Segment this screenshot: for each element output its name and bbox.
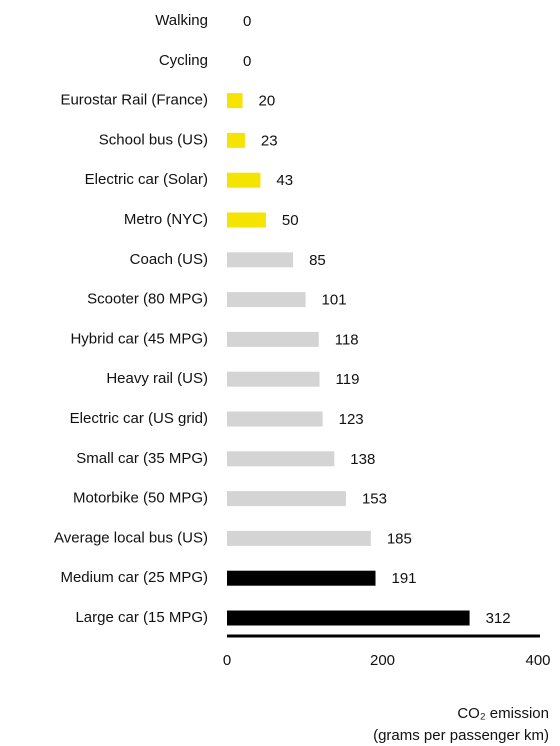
bar: [227, 610, 470, 626]
x-tick-label: 0: [223, 652, 231, 669]
y-tick-label: Electric car (Solar): [85, 171, 208, 188]
y-tick-label: Large car (15 MPG): [75, 609, 208, 626]
bar: [227, 292, 306, 308]
bar: [227, 570, 376, 586]
bar: [227, 172, 261, 188]
value-label: 191: [392, 570, 417, 587]
value-label: 119: [336, 371, 360, 388]
value-label: 118: [335, 331, 359, 348]
x-tick-label: 200: [370, 652, 395, 669]
y-tick-label: Eurostar Rail (France): [60, 92, 208, 109]
y-tick-label: Metro (NYC): [124, 211, 208, 228]
bar: [227, 212, 266, 228]
value-label: 0: [243, 13, 251, 30]
bar: [227, 371, 320, 387]
bar: [227, 93, 243, 109]
y-tick-label: Walking: [155, 12, 208, 29]
x-axis-label: CO₂ emission: [457, 705, 549, 722]
bar: [227, 331, 319, 347]
y-tick-label: Heavy rail (US): [106, 370, 208, 387]
y-tick-label: Scooter (80 MPG): [87, 291, 208, 308]
value-label: 0: [243, 53, 251, 70]
value-label: 23: [261, 132, 278, 149]
y-tick-label: Hybrid car (45 MPG): [70, 330, 208, 347]
value-label: 50: [282, 212, 299, 229]
value-label: 43: [276, 172, 293, 189]
y-tick-label: Small car (35 MPG): [76, 450, 208, 467]
y-tick-label: Medium car (25 MPG): [60, 569, 208, 586]
y-tick-label: Motorbike (50 MPG): [73, 490, 208, 507]
y-tick-label: Electric car (US grid): [70, 410, 208, 427]
bar: [227, 411, 323, 427]
value-label: 123: [339, 411, 364, 428]
value-label: 85: [309, 252, 326, 269]
bar: [227, 132, 245, 148]
value-label: 101: [322, 292, 347, 309]
value-label: 138: [350, 451, 375, 468]
bar: [227, 451, 335, 467]
y-tick-label: School bus (US): [99, 131, 208, 148]
x-tick-label: 400: [525, 652, 550, 669]
y-tick-label: Average local bus (US): [54, 529, 208, 546]
bar: [227, 530, 371, 546]
value-label: 185: [387, 530, 412, 547]
x-axis-label: (grams per passenger km): [373, 727, 549, 744]
y-tick-label: Cycling: [159, 52, 208, 69]
value-label: 20: [259, 93, 276, 110]
bar: [227, 491, 346, 507]
bar: [227, 252, 294, 268]
value-label: 153: [362, 491, 387, 508]
value-label: 312: [486, 610, 511, 627]
y-tick-label: Coach (US): [130, 251, 208, 268]
